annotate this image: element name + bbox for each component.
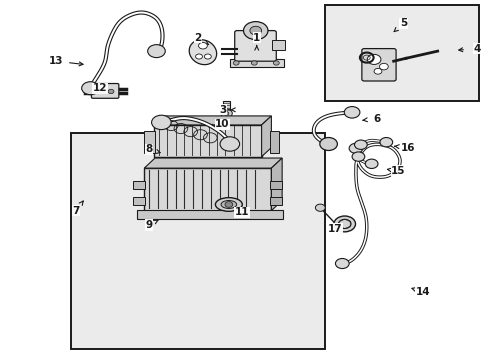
Circle shape: [333, 216, 355, 232]
Circle shape: [198, 42, 207, 49]
Circle shape: [195, 54, 202, 59]
Circle shape: [379, 138, 392, 147]
Bar: [71, 133, 325, 349]
Bar: [133, 181, 145, 189]
Text: 14: 14: [415, 287, 429, 297]
Bar: [270, 197, 282, 205]
Text: 5: 5: [399, 18, 406, 28]
Bar: [270, 181, 282, 189]
Polygon shape: [261, 116, 271, 157]
Text: 4: 4: [472, 44, 480, 54]
Text: 1: 1: [253, 33, 260, 43]
Circle shape: [348, 143, 362, 153]
Circle shape: [251, 61, 257, 65]
Text: 2: 2: [194, 33, 201, 43]
Text: 17: 17: [327, 224, 342, 234]
Circle shape: [243, 22, 267, 40]
Bar: [270, 131, 279, 153]
Bar: [137, 210, 282, 219]
Text: 7: 7: [72, 206, 80, 216]
Bar: [144, 168, 271, 211]
Circle shape: [108, 89, 114, 94]
Circle shape: [354, 140, 366, 149]
Text: 9: 9: [145, 220, 152, 230]
Text: 10: 10: [215, 119, 229, 129]
Circle shape: [220, 137, 239, 151]
Text: 8: 8: [145, 144, 152, 154]
Bar: [272, 40, 284, 50]
Bar: [133, 197, 145, 205]
Text: 13: 13: [49, 56, 63, 66]
Text: 3: 3: [219, 105, 225, 115]
Text: 16: 16: [400, 143, 415, 153]
Ellipse shape: [215, 198, 242, 211]
Bar: [325, 5, 478, 101]
Circle shape: [224, 112, 228, 115]
Ellipse shape: [221, 201, 236, 208]
Bar: [144, 131, 155, 153]
Circle shape: [315, 204, 325, 211]
Text: 11: 11: [234, 207, 249, 217]
Circle shape: [81, 82, 99, 95]
Circle shape: [351, 152, 364, 161]
Circle shape: [204, 54, 211, 59]
Polygon shape: [271, 158, 282, 211]
Polygon shape: [154, 116, 271, 125]
Circle shape: [344, 107, 359, 118]
Circle shape: [96, 89, 102, 94]
Bar: [229, 59, 283, 67]
Circle shape: [151, 115, 171, 130]
Circle shape: [233, 61, 239, 65]
Circle shape: [224, 202, 232, 207]
Text: 6: 6: [372, 114, 379, 124]
Circle shape: [365, 159, 377, 168]
FancyBboxPatch shape: [234, 31, 276, 61]
Circle shape: [249, 26, 261, 35]
Polygon shape: [144, 158, 282, 168]
Circle shape: [366, 54, 380, 64]
Circle shape: [220, 109, 232, 118]
FancyBboxPatch shape: [361, 49, 395, 81]
FancyBboxPatch shape: [91, 84, 119, 98]
Circle shape: [147, 45, 165, 58]
Ellipse shape: [189, 40, 216, 65]
Text: 15: 15: [390, 166, 405, 176]
Circle shape: [335, 258, 348, 269]
Text: 12: 12: [93, 83, 107, 93]
Bar: [154, 125, 261, 157]
Circle shape: [373, 68, 381, 74]
Circle shape: [273, 61, 279, 65]
Circle shape: [319, 138, 337, 150]
Circle shape: [379, 63, 387, 70]
Circle shape: [102, 89, 108, 94]
Bar: [223, 101, 229, 112]
